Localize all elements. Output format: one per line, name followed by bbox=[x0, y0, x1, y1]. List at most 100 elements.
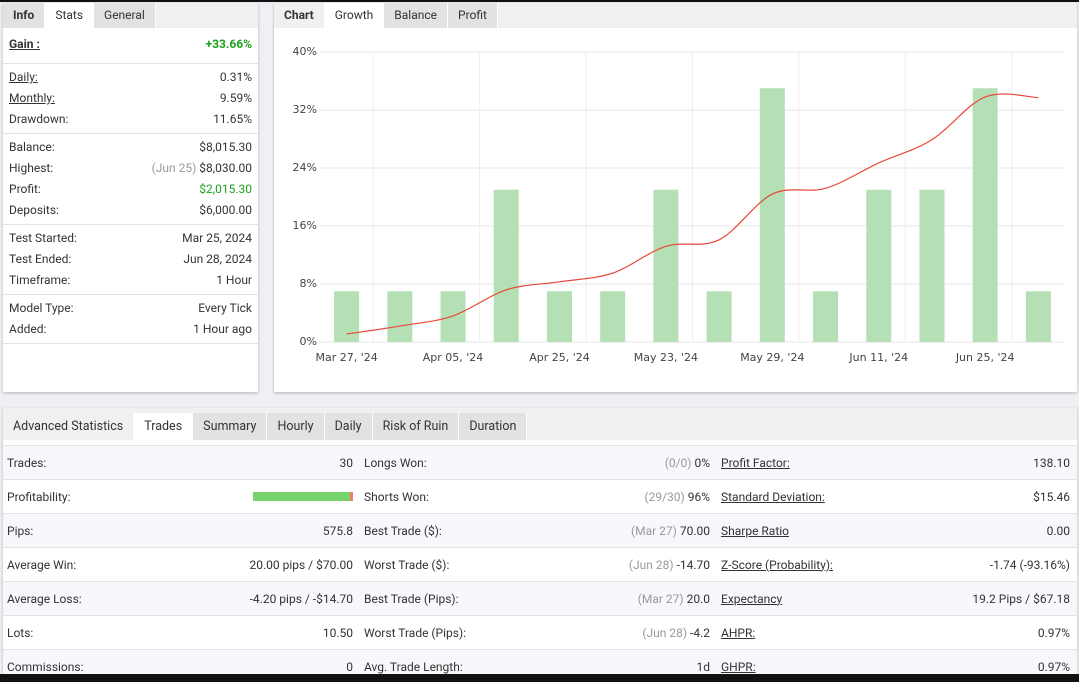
stat-value: 1 Hour ago bbox=[193, 319, 252, 340]
stats-label: Sharpe Ratio bbox=[721, 523, 790, 538]
stat-value: $6,000.00 bbox=[199, 200, 252, 221]
stat-value: +33.66% bbox=[206, 34, 252, 55]
stat-value: Jun 28, 2024 bbox=[183, 249, 252, 270]
stats-value: 19.2 Pips / $67.18 bbox=[972, 592, 1070, 606]
stat-label: Profit: bbox=[9, 182, 41, 196]
bar bbox=[759, 88, 785, 342]
stats-value-text: 0 bbox=[346, 659, 353, 674]
stats-value: (0/0) 0% bbox=[665, 456, 710, 470]
stats-value-text: 138.10 bbox=[1033, 455, 1070, 470]
tab[interactable]: Hourly bbox=[267, 413, 325, 440]
stats-value-text: 0.00 bbox=[1046, 523, 1070, 538]
stat-label: Daily: bbox=[9, 70, 38, 84]
tab[interactable]: Info bbox=[3, 3, 46, 28]
tab[interactable]: Duration bbox=[459, 413, 528, 440]
stat-value-text: 1 Hour ago bbox=[193, 322, 252, 336]
stat-value-text: $2,015.30 bbox=[199, 182, 252, 196]
x-tick-label: May 29, '24 bbox=[740, 351, 804, 364]
stats-value-text: 30 bbox=[339, 455, 354, 470]
stat-label: Monthly: bbox=[9, 91, 55, 105]
stats-label: Lots: bbox=[7, 625, 34, 640]
x-tick-label: Mar 27, '24 bbox=[315, 351, 377, 364]
stat-row: Added: 1 Hour ago bbox=[9, 319, 252, 340]
stat-group: Daily: 0.31% Monthly: 9.59% Drawdown: 11.65% bbox=[3, 64, 258, 134]
stats-cell: Shorts Won: (29/30) 96% bbox=[360, 480, 717, 513]
stats-value: 0.00 bbox=[1047, 524, 1070, 538]
stats-label: Trades: bbox=[7, 455, 47, 470]
stats-cell: Best Trade (Pips): (Mar 27) 20.0 bbox=[360, 582, 717, 615]
stat-row: Timeframe: 1 Hour bbox=[9, 270, 252, 291]
stats-value: $15.46 bbox=[1033, 490, 1070, 504]
stats-value-text: 0.97% bbox=[1037, 659, 1070, 674]
stats-value: 0.97% bbox=[1038, 660, 1070, 674]
stats-value-text: 20.00 pips / $70.00 bbox=[249, 557, 354, 572]
x-tick-label: Apr 25, '24 bbox=[529, 351, 590, 364]
tab-bar: Advanced Statistics Trades Summary Hourly Da… bbox=[3, 408, 1077, 440]
stat-value: 11.65% bbox=[213, 109, 252, 130]
stat-value-text: 1 Hour bbox=[216, 273, 252, 287]
tab[interactable]: General bbox=[94, 3, 156, 28]
stats-label: GHPR: bbox=[721, 659, 756, 674]
stat-row: Highest: (Jun 25) $8,030.00 bbox=[9, 158, 252, 179]
stat-value-text: 9.59% bbox=[219, 91, 252, 105]
stats-label: Z-Score (Probability): bbox=[721, 557, 833, 572]
stats-label: Worst Trade ($): bbox=[364, 557, 450, 572]
stats-value: -1.74 (-93.16%) bbox=[990, 558, 1070, 572]
stats-cell: Average Loss: -4.20 pips / -$14.70 bbox=[3, 582, 360, 615]
y-tick-label: 40% bbox=[293, 45, 317, 58]
stat-value-text: +33.66% bbox=[205, 37, 252, 51]
stat-row: Profit: $2,015.30 bbox=[9, 179, 252, 200]
chart: 0% 8% 16% 24% 32% 40% Mar 27, '24 Apr 05, '24 Ap… bbox=[293, 45, 1065, 364]
stat-value-text: Mar 25, 2024 bbox=[182, 231, 252, 245]
bar bbox=[653, 189, 679, 342]
tab-bar: Chart Growth Balance Profit bbox=[274, 3, 1077, 28]
stats-note: (Mar 27) bbox=[637, 591, 684, 606]
tab[interactable]: Daily bbox=[324, 413, 373, 440]
stats-value: (Jun 28) -14.70 bbox=[629, 558, 710, 572]
stats-cell: Profitability: bbox=[3, 480, 360, 513]
stat-label: Gain : bbox=[9, 37, 40, 51]
bar bbox=[546, 291, 572, 342]
tab[interactable]: Balance bbox=[384, 3, 449, 28]
stats-cell: Standard Deviation: $15.46 bbox=[717, 480, 1077, 513]
stat-row: Daily: 0.31% bbox=[9, 67, 252, 88]
stat-value: $8,015.30 bbox=[199, 137, 252, 158]
tab[interactable]: Growth bbox=[324, 3, 385, 28]
x-tick-label: Apr 05, '24 bbox=[423, 351, 484, 364]
stats-value: (Jun 28) -4.2 bbox=[642, 626, 710, 640]
stat-group: Model Type: Every Tick Added: 1 Hour ago bbox=[3, 295, 258, 344]
stats-cell: Commissions: 0 bbox=[3, 650, 360, 674]
tab[interactable]: Trades bbox=[134, 413, 194, 440]
stat-value-text: $8,015.30 bbox=[199, 140, 252, 154]
stats-label: Average Loss: bbox=[7, 591, 82, 606]
x-tick-label: Jun 25, '24 bbox=[955, 351, 1015, 364]
bar bbox=[813, 291, 839, 342]
bottom-edge bbox=[0, 674, 1079, 682]
tab[interactable]: Profit bbox=[448, 3, 498, 28]
stats-note: (Jun 28) bbox=[642, 625, 688, 640]
stat-row: Monthly: 9.59% bbox=[9, 88, 252, 109]
tab: Chart bbox=[274, 3, 325, 28]
stats-label: Best Trade (Pips): bbox=[364, 591, 459, 606]
stat-value: $2,015.30 bbox=[199, 179, 252, 200]
tab[interactable]: Risk of Ruin bbox=[372, 413, 460, 440]
stats-value-text: 70.00 bbox=[679, 523, 710, 538]
y-tick-label: 16% bbox=[293, 219, 317, 232]
stats-cell: Average Win: 20.00 pips / $70.00 bbox=[3, 548, 360, 581]
stats-value: -4.20 pips / -$14.70 bbox=[250, 592, 353, 606]
stats-row: Trades: 30 Longs Won: (0/0) 0% Profit Factor:… bbox=[3, 445, 1077, 479]
tab[interactable]: Stats bbox=[45, 3, 95, 28]
y-tick-label: 32% bbox=[293, 103, 317, 116]
tab-bar: Info Stats General bbox=[3, 3, 258, 28]
stat-value-text: $8,030.00 bbox=[199, 161, 252, 175]
tab[interactable]: Summary bbox=[193, 413, 268, 440]
stats-cell: Lots: 10.50 bbox=[3, 616, 360, 649]
bar bbox=[866, 189, 892, 342]
stat-row: Drawdown: 11.65% bbox=[9, 109, 252, 130]
stat-row: Test Started: Mar 25, 2024 bbox=[9, 228, 252, 249]
stats-note: (Jun 28) bbox=[628, 557, 674, 572]
bar bbox=[334, 291, 360, 342]
stat-value: Every Tick bbox=[198, 298, 252, 319]
x-tick-label: Jun 11, '24 bbox=[848, 351, 908, 364]
